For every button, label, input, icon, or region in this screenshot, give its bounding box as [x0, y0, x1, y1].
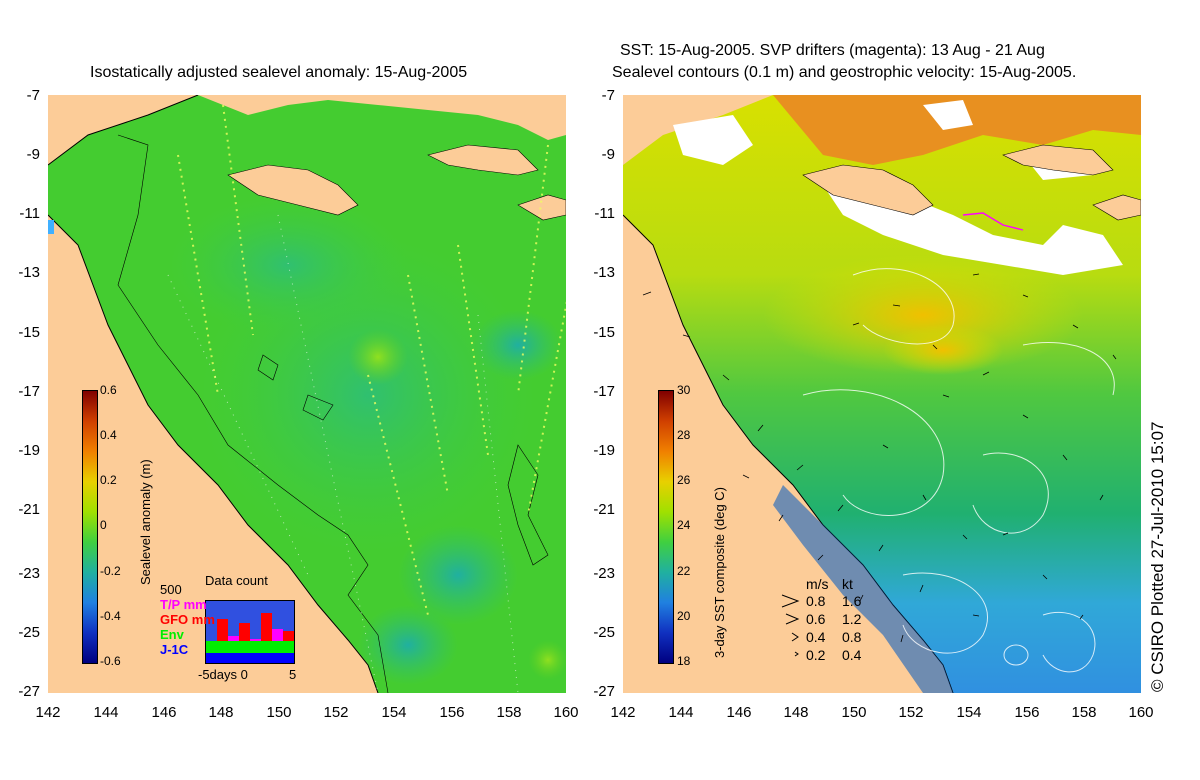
left-y-tick-8: -21	[18, 501, 40, 518]
right-y-tick-4: -13	[593, 264, 615, 281]
left-x-tick-5: 150	[266, 704, 292, 721]
velocity-legend-kt-2: 1.2	[842, 611, 862, 627]
right-y-tick-1: -7	[601, 87, 615, 104]
sealevel-colorbar-label: Sealevel anomaly (m)	[138, 459, 153, 585]
left-x-tick-7: 154	[381, 704, 407, 721]
data-count-bars	[206, 613, 294, 663]
left-y-tick-10: -25	[18, 624, 40, 641]
right-x-tick-6: 152	[898, 704, 924, 721]
legend-gfo: GFO mm	[160, 612, 215, 627]
velocity-legend-ms-1: 0.8	[806, 593, 826, 609]
right-y-tick-2: -9	[601, 146, 615, 163]
velocity-legend-arrows	[781, 594, 800, 657]
right-y-tick-3: -11	[594, 205, 615, 222]
velocity-legend-kt-4: 0.4	[842, 647, 862, 663]
left-y-tick-11: -27	[18, 683, 40, 700]
velocity-legend-ms-3: 0.4	[806, 629, 826, 645]
left-x-tick-6: 152	[323, 704, 349, 721]
velocity-legend-ms-2: 0.6	[806, 611, 826, 627]
velocity-legend-kt-1: 1.6	[842, 593, 862, 609]
left-panel-title: Isostatically adjusted sealevel anomaly:…	[90, 64, 468, 81]
sst-map	[623, 95, 1141, 693]
left-x-tick-2: 144	[93, 704, 119, 721]
left-x-tick-1: 142	[35, 704, 61, 721]
left-x-tick-8: 156	[439, 704, 465, 721]
left-x-tick-9: 158	[496, 704, 522, 721]
velocity-legend-ms-4: 0.2	[806, 647, 826, 663]
right-panel-title-line2: Sealevel contours (0.1 m) and geostrophi…	[612, 64, 1077, 81]
sealevel-tick-7: -0.6	[100, 654, 121, 668]
left-y-tick-4: -13	[18, 264, 40, 281]
data-count-ymax: 500	[160, 582, 182, 597]
sst-tick-6: 20	[677, 609, 691, 623]
sealevel-anomaly-map	[48, 95, 566, 693]
right-y-tick-9: -23	[593, 565, 615, 582]
svp-drifter-track	[962, 212, 1024, 231]
plot-credit: © CSIRO Plotted 27-Jul-2010 15:07	[1148, 421, 1167, 692]
right-x-tick-1: 142	[610, 704, 636, 721]
sst-tick-3: 26	[677, 473, 691, 487]
right-x-tick-2: 144	[668, 704, 694, 721]
data-count-xlabel: -5days 0	[198, 667, 248, 682]
altimeter-tracks	[177, 104, 566, 616]
sealevel-tick-3: 0.2	[100, 473, 117, 487]
data-count-xmax: 5	[289, 667, 297, 682]
sealevel-tick-2: 0.4	[100, 428, 117, 442]
right-x-tick-5: 150	[841, 704, 867, 721]
legend-tp: T/P mm	[160, 597, 207, 612]
velocity-legend-ms-header: m/s	[806, 576, 829, 592]
sealevel-colorbar	[82, 390, 98, 664]
right-x-tick-4: 148	[783, 704, 809, 721]
sealevel-tick-4: 0	[100, 518, 107, 532]
velocity-legend-kt-header: kt	[842, 576, 853, 592]
sst-colorbar	[658, 390, 674, 664]
papua-new-guinea-land	[48, 95, 566, 140]
legend-env: Env	[160, 627, 184, 642]
geostrophic-velocity-vectors	[642, 273, 1117, 643]
sealevel-tick-6: -0.4	[100, 609, 121, 623]
right-x-tick-10: 160	[1128, 704, 1154, 721]
data-count-chart	[205, 600, 295, 664]
right-panel-title-line1: SST: 15-Aug-2005. SVP drifters (magenta)…	[620, 42, 1045, 59]
right-x-tick-9: 158	[1071, 704, 1097, 721]
left-y-tick-7: -19	[18, 442, 40, 459]
right-y-tick-11: -27	[593, 683, 615, 700]
left-y-tick-5: -15	[18, 324, 40, 341]
legend-j1c: J-1C	[160, 642, 189, 657]
sst-colorbar-label: 3-day SST composite (deg C)	[712, 487, 727, 658]
right-y-tick-8: -21	[593, 501, 615, 518]
left-y-tick-3: -11	[19, 205, 40, 222]
right-x-tick-8: 156	[1014, 704, 1040, 721]
sealevel-tick-5: -0.2	[100, 564, 121, 578]
left-x-tick-3: 146	[151, 704, 177, 721]
sealevel-contours	[802, 268, 1115, 673]
left-x-tick-4: 148	[208, 704, 234, 721]
right-x-tick-3: 146	[726, 704, 752, 721]
sst-tick-4: 24	[677, 518, 691, 532]
left-y-tick-9: -23	[18, 565, 40, 582]
sst-tick-2: 28	[677, 428, 691, 442]
right-y-tick-6: -17	[593, 383, 615, 400]
left-y-tick-6: -17	[18, 383, 40, 400]
right-y-tick-7: -19	[593, 442, 615, 459]
left-y-tick-1: -7	[26, 87, 40, 104]
sst-tick-5: 22	[677, 564, 691, 578]
left-y-tick-2: -9	[26, 146, 40, 163]
velocity-legend-kt-3: 0.8	[842, 629, 862, 645]
data-count-title: Data count	[205, 573, 268, 588]
left-x-tick-10: 160	[553, 704, 579, 721]
right-y-tick-10: -25	[593, 624, 615, 641]
right-y-tick-5: -15	[593, 324, 615, 341]
sst-tick-1: 30	[677, 383, 691, 397]
sst-tick-7: 18	[677, 654, 691, 668]
right-x-tick-7: 154	[956, 704, 982, 721]
sealevel-tick-1: 0.6	[100, 383, 117, 397]
